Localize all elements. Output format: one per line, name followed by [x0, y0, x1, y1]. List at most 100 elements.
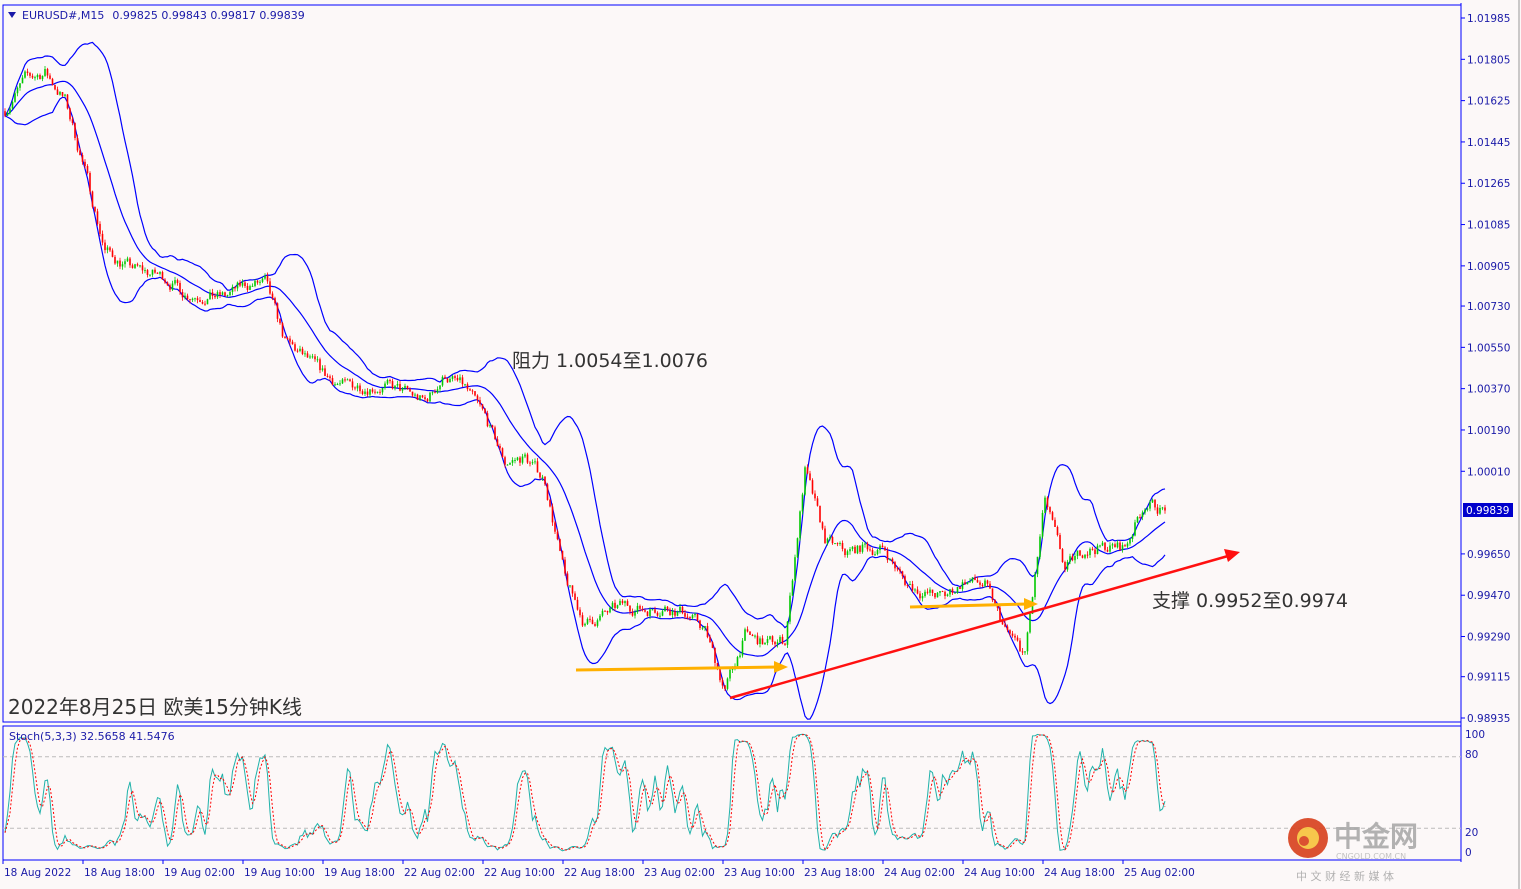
bear-candle [354, 387, 356, 389]
bull-candle [796, 538, 799, 558]
bear-candle [61, 91, 64, 96]
bear-candle [169, 285, 171, 290]
bull-candle [969, 581, 971, 583]
bull-candle [401, 387, 404, 391]
bear-candle [589, 618, 591, 620]
bull-candle [11, 101, 14, 109]
bear-candle [756, 635, 759, 645]
bull-candle [64, 94, 66, 96]
bull-candle [134, 264, 136, 268]
bear-candle [646, 611, 649, 617]
bear-candle [454, 376, 456, 378]
bear-candle [1119, 542, 1121, 550]
price-tick-label: 1.00905 [1467, 261, 1510, 273]
price-tick-label: 1.00730 [1467, 301, 1510, 313]
bear-candle [99, 223, 101, 234]
bear-candle [654, 609, 656, 613]
bull-candle [144, 270, 146, 272]
bull-candle [691, 615, 694, 619]
bull-candle [521, 456, 524, 463]
bear-candle [119, 260, 121, 267]
bull-candle [961, 582, 964, 590]
bear-candle [389, 379, 391, 382]
symbol-label: EURUSD#,M15 0.99825 0.99843 0.99817 0.998… [22, 9, 305, 22]
bear-candle [481, 404, 484, 409]
bull-candle [804, 467, 806, 495]
bear-candle [749, 631, 751, 635]
price-tick-label: 1.01985 [1467, 13, 1510, 25]
bull-candle [171, 283, 174, 290]
price-tick-label: 1.01265 [1467, 178, 1510, 190]
bull-candle [19, 83, 21, 88]
bull-candle [151, 269, 154, 275]
bear-candle [74, 123, 76, 139]
bear-candle [536, 461, 539, 473]
bull-candle [949, 589, 951, 595]
bear-candle [289, 338, 291, 342]
bear-candle [944, 591, 946, 596]
bear-candle [706, 626, 709, 638]
bull-candle [889, 558, 891, 561]
bear-candle [351, 381, 354, 388]
bear-candle [179, 282, 181, 292]
bear-candle [479, 400, 481, 405]
bear-candle [366, 391, 369, 395]
bear-candle [474, 391, 476, 396]
bull-candle [251, 285, 254, 287]
bear-candle [176, 280, 179, 283]
bull-candle [1129, 538, 1131, 544]
bear-candle [1004, 624, 1006, 627]
bear-candle [906, 584, 909, 586]
bull-candle [126, 258, 129, 262]
bear-candle [1114, 544, 1116, 548]
bear-candle [981, 584, 984, 586]
bear-candle [326, 375, 329, 377]
bear-candle [1014, 635, 1016, 638]
bear-candle [721, 680, 724, 686]
stoch-label: Stoch(5,3,3) 32.5658 41.5476 [9, 730, 175, 743]
time-tick-label: 23 Aug 18:00 [804, 867, 875, 879]
bear-candle [959, 586, 961, 590]
bear-candle [1009, 630, 1011, 634]
bull-candle [1096, 545, 1099, 555]
bb-upper-band [4, 41, 1166, 629]
bull-candle [851, 546, 854, 550]
bear-candle [774, 641, 776, 645]
bear-candle [576, 599, 579, 610]
bull-candle [191, 298, 194, 301]
bear-candle [926, 591, 929, 593]
bull-candle [1146, 508, 1149, 510]
bull-candle [429, 392, 431, 402]
bear-candle [446, 378, 449, 383]
bear-candle [1064, 562, 1066, 570]
bear-candle [456, 377, 459, 381]
bull-candle [309, 356, 311, 358]
bull-candle [879, 545, 881, 551]
bear-candle [894, 562, 896, 569]
bear-candle [1049, 507, 1051, 513]
time-tick-label: 19 Aug 10:00 [244, 867, 315, 879]
bull-candle [231, 286, 234, 292]
bear-candle [544, 476, 546, 485]
bear-candle [951, 589, 954, 593]
price-tick-label: 0.99650 [1467, 549, 1510, 561]
bear-candle [999, 607, 1001, 621]
bull-candle [694, 613, 696, 616]
bear-candle [79, 150, 81, 156]
bear-candle [1156, 507, 1159, 514]
bear-candle [271, 293, 274, 299]
bear-candle [54, 84, 56, 90]
bull-candle [1161, 507, 1164, 509]
bear-candle [574, 593, 576, 600]
time-tick-label: 22 Aug 18:00 [564, 867, 635, 879]
bull-candle [984, 580, 986, 586]
resistance-annotation: 阻力 1.0054至1.0076 [512, 350, 708, 372]
collapse-triangle-icon[interactable] [8, 12, 16, 18]
bear-candle [819, 505, 821, 523]
bear-candle [486, 413, 489, 427]
bull-candle [149, 274, 151, 276]
bear-candle [1104, 542, 1106, 550]
bear-candle [901, 571, 904, 577]
bear-candle [566, 573, 569, 586]
